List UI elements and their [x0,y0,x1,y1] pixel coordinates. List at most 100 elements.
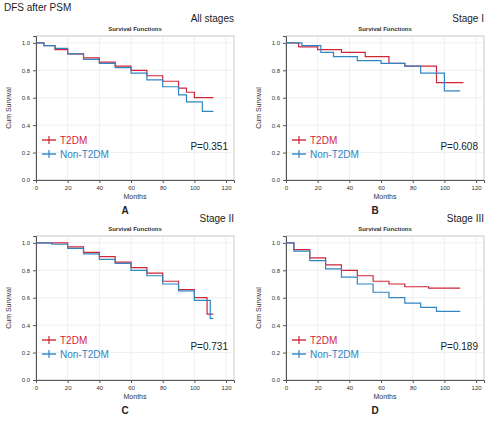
tick: 40 [347,180,354,191]
tick-label: 0.6 [22,95,31,101]
axis-line [33,37,37,181]
tick: 40 [97,180,104,191]
axis-line [37,181,235,184]
p-value: P=0.351 [190,141,228,152]
axis-line [287,181,485,184]
tick: 0.8 [22,68,36,74]
plot-frame [286,236,484,380]
tick-label: 20 [315,385,322,391]
p-value: P=0.731 [190,341,228,352]
tick-mark [68,180,69,183]
tick-mark [131,180,132,183]
survival-line [286,43,463,83]
tick: 0.0 [22,377,36,383]
survival-line [36,43,213,98]
tick-mark [226,380,227,383]
survival-line [286,43,460,91]
panel: 0204060801001200.00.20.40.60.81.0T2DMNon… [5,213,235,416]
grid-line [381,236,382,380]
legend-item: Non-T2DM [42,349,109,360]
panel: 0204060801001200.00.20.40.60.81.0T2DMNon… [5,13,235,216]
x-axis-title: Months [374,193,397,200]
tick-label: 0.4 [272,123,281,129]
tick-label: 20 [65,385,72,391]
tick-mark [349,180,350,183]
grid-line [226,36,227,180]
tick: 60 [128,180,135,191]
y-axis-title: Cum Survival [255,87,262,129]
tick-label: 0.2 [272,150,281,156]
axis-line [33,237,37,381]
tick-label: 0.8 [272,68,281,74]
tick-label: 100 [190,385,201,391]
tick: 0.2 [22,150,36,156]
legend-item: T2DM [292,135,337,146]
tick: 20 [65,180,72,191]
chart-root: DFS after PSM0204060801001200.00.20.40.6… [0,0,500,422]
tick: 20 [315,380,322,391]
tick-label: 100 [190,185,201,191]
tick-mark [283,243,286,244]
tick-mark [33,380,36,381]
tick-mark [283,270,286,271]
panel-letter: B [371,205,378,216]
panel: 0204060801001200.00.20.40.60.81.0T2DMNon… [255,13,485,216]
tick: 120 [472,180,483,191]
tick: 0 [35,180,39,191]
tick-label: 120 [472,185,483,191]
tick-mark [194,380,195,383]
tick-mark [163,380,164,383]
grid-line [36,42,234,43]
tick-label: 0.4 [22,123,31,129]
tick-label: 0.2 [272,350,281,356]
tick: 80 [410,380,417,391]
legend-label: T2DM [60,135,87,146]
legend-swatch [298,350,299,358]
grid-line [286,97,484,98]
tick-label: 0.8 [22,68,31,74]
y-axis: 0.00.20.40.60.81.0 [272,237,287,384]
x-axis: 020406080100120 [35,380,235,391]
survival-line [36,243,213,318]
legend: T2DMNon-T2DM [292,135,359,160]
tick-label: 60 [128,185,135,191]
legend: T2DMNon-T2DM [292,335,359,360]
grid [286,36,484,180]
tick-label: 0.6 [272,295,281,301]
tick-label: 40 [97,185,104,191]
marks [286,43,463,91]
x-axis-title: Months [374,393,397,400]
grid-line [444,36,445,180]
p-value: P=0.608 [440,141,478,152]
tick-label: 0.4 [22,323,31,329]
tick: 100 [440,380,451,391]
tick: 0 [285,180,289,191]
tick-mark [381,180,382,183]
tick-mark [163,180,164,183]
tick-label: 120 [472,385,483,391]
tick-mark [413,180,414,183]
y-axis-title: Cum Survival [5,287,12,329]
panel-letter: A [121,205,128,216]
survival-line [286,243,460,312]
tick-label: 0 [35,385,39,391]
tick-mark [33,180,36,181]
grid-line [226,236,227,380]
tick: 0.4 [272,323,286,329]
grid-line [162,236,163,380]
legend-item: T2DM [292,335,337,346]
legend-label: T2DM [310,335,337,346]
axis-line [283,37,287,181]
x-axis-title: Months [124,193,147,200]
tick-mark [381,380,382,383]
legend-label: Non-T2DM [60,349,109,360]
grid-line [36,325,234,326]
grid-line [131,236,132,380]
panel: 0204060801001200.00.20.40.60.81.0T2DMNon… [255,213,485,416]
tick-label: 20 [315,185,322,191]
legend-swatch [298,136,299,144]
grid-line [412,36,413,180]
legend: T2DMNon-T2DM [42,335,109,360]
panel-title: Survival Functions [108,226,162,232]
tick-label: 0.2 [22,150,31,156]
